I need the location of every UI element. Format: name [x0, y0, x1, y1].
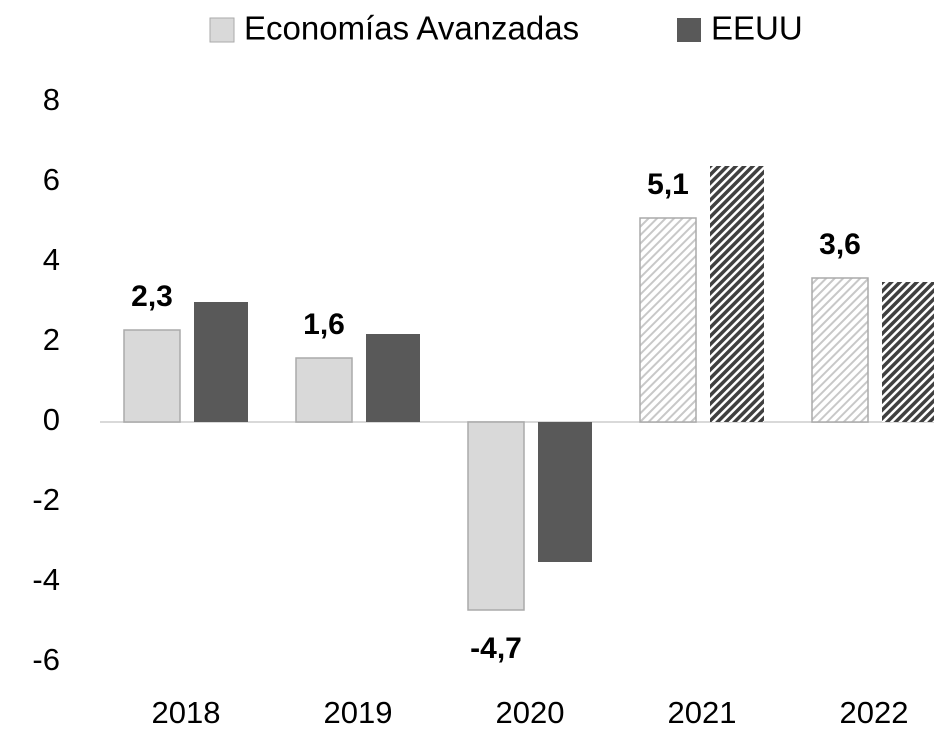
legend-swatch: [677, 18, 701, 42]
y-tick-label: 6: [43, 162, 60, 197]
bar: [194, 302, 248, 422]
x-tick-label: 2019: [324, 695, 393, 730]
legend-label: EEUU: [711, 10, 803, 47]
bar: [639, 217, 697, 423]
y-tick-label: 8: [43, 82, 60, 117]
bar: [467, 421, 525, 611]
y-tick-label: -2: [32, 482, 60, 517]
data-label: 2,3: [131, 280, 173, 313]
bar: [538, 422, 592, 562]
x-tick-label: 2021: [668, 695, 737, 730]
y-tick-label: -6: [32, 642, 60, 677]
bar: [123, 329, 181, 423]
x-tick-label: 2018: [152, 695, 221, 730]
data-label: 5,1: [647, 168, 689, 201]
y-tick-label: 4: [43, 242, 60, 277]
y-tick-label: 0: [43, 402, 60, 437]
bar: [811, 277, 869, 423]
bar: [366, 334, 420, 422]
y-tick-label: 2: [43, 322, 60, 357]
y-tick-label: -4: [32, 562, 60, 597]
data-label: -4,7: [470, 632, 522, 665]
data-label: 1,6: [303, 308, 345, 341]
bar: [295, 357, 353, 423]
legend-label: Economías Avanzadas: [244, 10, 579, 47]
legend-swatch: [209, 17, 235, 43]
bar: [710, 166, 764, 422]
x-tick-label: 2020: [496, 695, 565, 730]
data-label: 3,6: [819, 228, 861, 261]
x-tick-label: 2022: [840, 695, 909, 730]
bar: [882, 282, 934, 422]
